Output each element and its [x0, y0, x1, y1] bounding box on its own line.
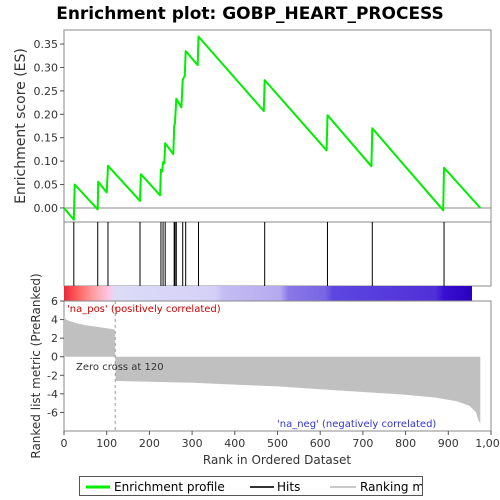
chart-title: Enrichment plot: GOBP_HEART_PROCESS: [56, 4, 444, 24]
es-y-ticks: 0.00 0.05 0.10 0.15 0.20 0.25 0.30 0.35: [34, 38, 64, 215]
enrichment-score-panel: 0.00 0.05 0.10 0.15 0.20 0.25 0.30 0.35 Enrichm…: [13, 29, 492, 223]
metric-y-axis-title: Ranked list metric (PreRanked): [29, 273, 43, 458]
x-tick-label: 1,000: [475, 437, 500, 450]
x-tick-label: 0: [61, 437, 68, 450]
hit-markers: [73, 222, 445, 286]
x-axis-title: Rank in Ordered Dataset: [203, 453, 351, 467]
x-tick-label: 600: [310, 437, 331, 450]
es-y-tick-label: 0.00: [34, 202, 59, 215]
metric-y-tick-label: -6: [47, 406, 58, 419]
zero-cross-label: Zero cross at 120: [76, 362, 164, 373]
es-y-tick-label: 0.05: [34, 179, 59, 192]
legend-item-hits: Hits: [250, 480, 300, 494]
x-tick-label: 300: [182, 437, 203, 450]
legend-label-enrichment-profile: Enrichment profile: [114, 480, 225, 494]
es-y-tick-label: 0.25: [34, 85, 59, 98]
metric-y-tick-label: 4: [51, 314, 58, 327]
x-tick-label: 400: [224, 437, 245, 450]
es-plot-frame: [63, 29, 492, 223]
metric-y-tick-label: 6: [51, 295, 58, 308]
metric-y-tick-label: -2: [47, 369, 58, 382]
x-axis: 0 100 200 300 400 500 600 700 800 900 1,000: [61, 431, 500, 450]
hits-panel: [63, 221, 492, 287]
metric-y-tick-label: 0: [51, 351, 58, 364]
legend-label-hits: Hits: [277, 480, 300, 494]
es-y-tick-label: 0.20: [34, 108, 59, 121]
ranked-metric-panel: -6 -4 -2 0 2 4 6 'na_pos' (positively correlat…: [29, 273, 492, 459]
es-y-tick-label: 0.10: [34, 155, 59, 168]
ranking-color-bar-fill: [64, 286, 472, 301]
es-y-tick-label: 0.35: [34, 38, 59, 51]
es-y-tick-label: 0.15: [34, 132, 59, 145]
x-tick-label: 800: [395, 437, 416, 450]
x-tick-label: 900: [438, 437, 459, 450]
legend-item-ranking-metric: Ranking metric scores: [330, 480, 493, 494]
neg-correlated-label: 'na_neg' (negatively correlated): [277, 419, 436, 430]
es-y-axis-title: Enrichment score (ES): [13, 48, 29, 204]
x-tick-label: 700: [352, 437, 373, 450]
es-y-tick-label: 0.30: [34, 61, 59, 74]
enrichment-profile-line: [63, 35, 482, 221]
chart-legend: Enrichment profile Hits Ranking metric s…: [79, 476, 493, 496]
x-tick-label: 500: [267, 437, 288, 450]
x-tick-label: 200: [139, 437, 160, 450]
pos-correlated-label: 'na_pos' (positively correlated): [67, 304, 221, 315]
metric-y-ticks: -6 -4 -2 0 2 4 6: [47, 295, 64, 419]
hits-plot-frame: [63, 221, 492, 287]
legend-item-enrichment-profile: Enrichment profile: [86, 480, 225, 494]
legend-label-ranking-metric: Ranking metric scores: [360, 480, 422, 494]
ranking-color-bar: [64, 286, 472, 301]
x-tick-label: 100: [96, 437, 117, 450]
ranking-metric-area: [64, 316, 481, 424]
metric-y-tick-label: 2: [51, 332, 58, 345]
metric-y-tick-label: -4: [47, 388, 58, 401]
